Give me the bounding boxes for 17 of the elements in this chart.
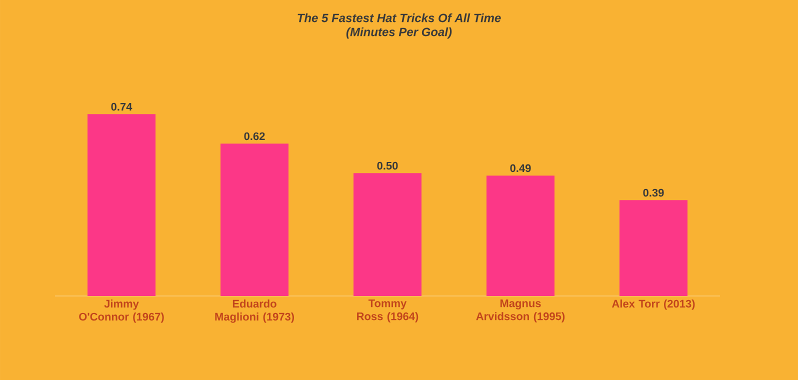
x-tick-label: Eduardo Maglioni (1973) xyxy=(215,300,294,323)
bar xyxy=(354,173,422,296)
bar xyxy=(486,176,554,296)
x-tick-label: Jimmy O'Connor (1967) xyxy=(79,300,164,323)
data-label: 0.49 xyxy=(510,164,531,172)
data-label: 0.39 xyxy=(643,188,664,197)
x-tick-label: Alex Torr (2013) xyxy=(612,300,695,310)
bar xyxy=(220,144,289,296)
x-tick-label: Tommy Ross (1964) xyxy=(357,300,418,322)
data-label: 0.74 xyxy=(111,102,132,111)
x-tick-label: Magnus Arvidsson (1995) xyxy=(476,300,565,322)
bar xyxy=(619,200,688,296)
data-label: 0.50 xyxy=(377,162,398,170)
chart-title: The 5 Fastest Hat Tricks Of All Time xyxy=(298,13,501,22)
bar xyxy=(88,114,156,296)
data-label: 0.62 xyxy=(244,132,265,140)
chart-subtitle: (Minutes Per Goal) xyxy=(346,27,452,39)
